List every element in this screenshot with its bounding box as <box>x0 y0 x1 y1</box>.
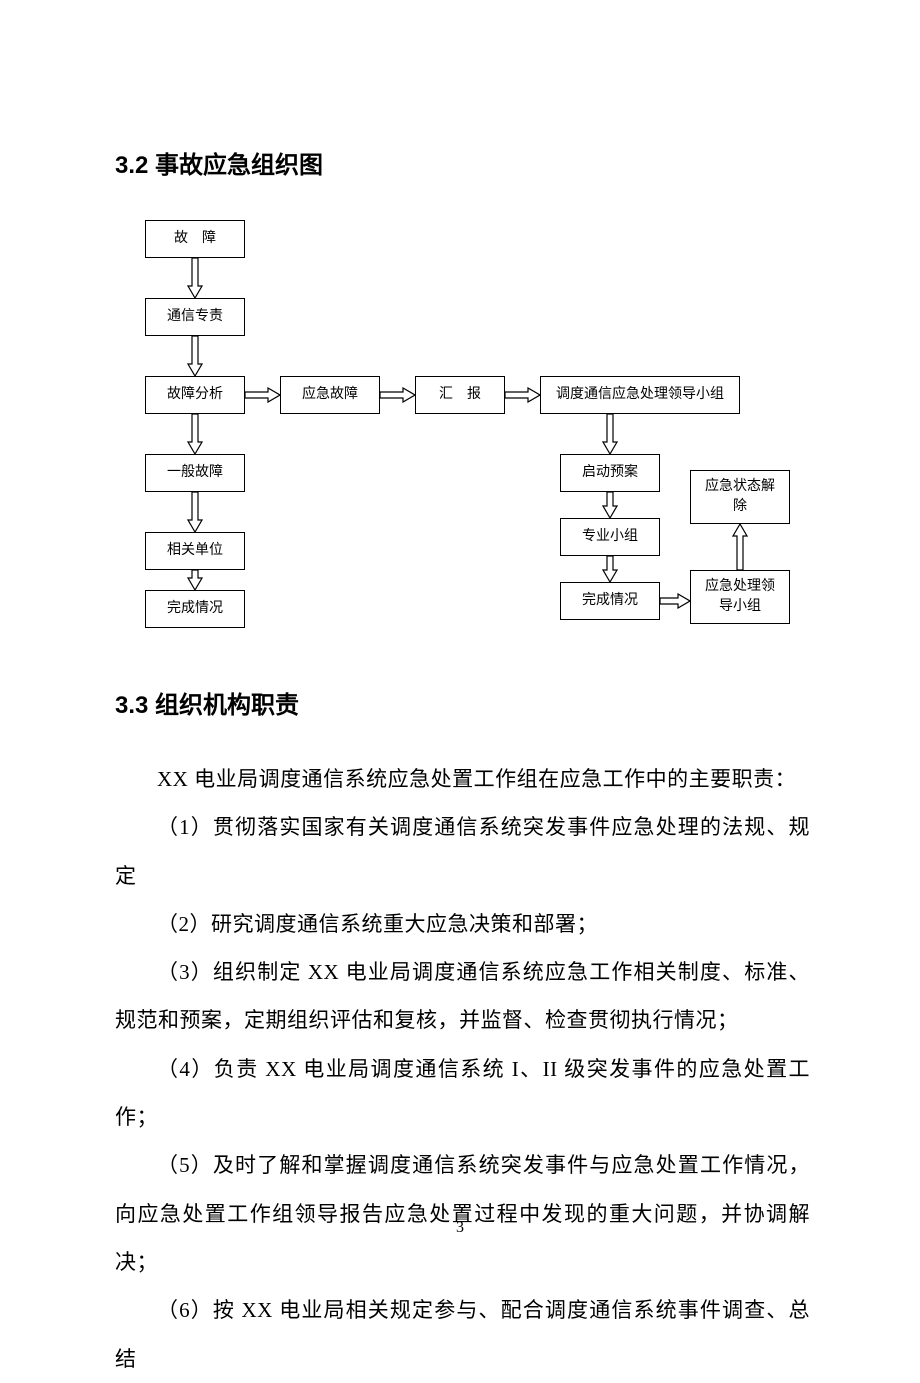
intro-paragraph: XX 电业局调度通信系统应急处置工作组在应急工作中的主要职责： <box>115 755 810 803</box>
flowchart-node: 专业小组 <box>560 518 660 556</box>
flowchart-node: 完成情况 <box>560 582 660 620</box>
flowchart-node: 故 障 <box>145 220 245 258</box>
flowchart-arrow <box>505 387 540 403</box>
flowchart-arrow <box>187 492 203 532</box>
flowchart-node: 通信专责 <box>145 298 245 336</box>
flowchart-arrow <box>187 570 203 590</box>
section-heading-3-3: 3.3 组织机构职责 <box>115 685 810 720</box>
flowchart-node: 调度通信应急处理领导小组 <box>540 376 740 414</box>
flowchart-node: 相关单位 <box>145 532 245 570</box>
flowchart-node: 应急处理领导小组 <box>690 570 790 624</box>
flowchart-node: 故障分析 <box>145 376 245 414</box>
page-number: 3 <box>0 1219 920 1237</box>
flowchart-node: 应急故障 <box>280 376 380 414</box>
list-item: （1）贯彻落实国家有关调度通信系统突发事件应急处理的法规、规定 <box>115 803 810 900</box>
list-item: （3）组织制定 XX 电业局调度通信系统应急工作相关制度、标准、规范和预案，定期… <box>115 948 810 1045</box>
list-item: （4）负责 XX 电业局调度通信系统 I、II 级突发事件的应急处置工作； <box>115 1045 810 1142</box>
org-flowchart: 故 障通信专责故障分析应急故障汇 报调度通信应急处理领导小组一般故障 启动预案相关… <box>145 220 845 630</box>
flowchart-node: 应急状态解除 <box>690 470 790 524</box>
flowchart-arrow <box>187 258 203 298</box>
list-item: （6）按 XX 电业局相关规定参与、配合调度通信系统事件调查、总结 <box>115 1286 810 1383</box>
flowchart-node: 启动预案 <box>560 454 660 492</box>
flowchart-arrow <box>380 387 415 403</box>
flowchart-arrow <box>732 524 748 570</box>
flowchart-node: 完成情况 <box>145 590 245 628</box>
list-item: （5）及时了解和掌握调度通信系统突发事件与应急处置工作情况，向应急处置工作组领导… <box>115 1141 810 1286</box>
flowchart-arrow <box>660 593 690 609</box>
list-item: （2）研究调度通信系统重大应急决策和部署； <box>115 900 810 948</box>
flowchart-arrow <box>602 556 618 582</box>
flowchart-node: 汇 报 <box>415 376 505 414</box>
flowchart-arrow <box>602 492 618 518</box>
flowchart-arrow <box>602 414 618 454</box>
flowchart-arrow <box>245 387 280 403</box>
flowchart-arrow <box>187 336 203 376</box>
section-heading-3-2: 3.2 事故应急组织图 <box>115 145 810 180</box>
flowchart-node: 一般故障 <box>145 454 245 492</box>
flowchart-arrow <box>187 414 203 454</box>
